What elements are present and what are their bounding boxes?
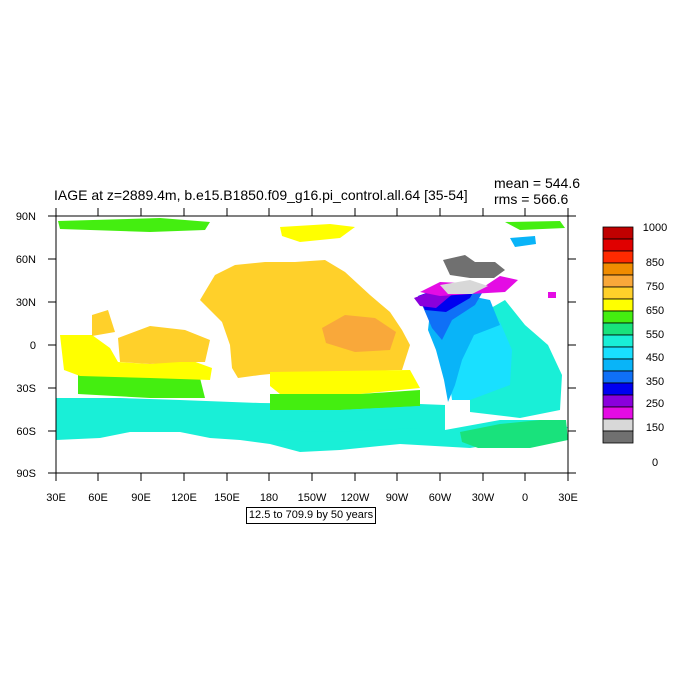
pacific-cyan-south <box>270 406 420 432</box>
colorbar-swatch <box>602 274 634 288</box>
arctic-blue-patch <box>510 236 536 247</box>
colorbar-label: 450 <box>646 352 664 364</box>
indian-ocean-orange-east <box>118 326 210 364</box>
arctic-strip-pacific <box>280 224 355 242</box>
indian-ocean-orange-west <box>92 310 115 336</box>
plot-title: IAGE at z=2889.4m, b.e15.B1850.f09_g16.p… <box>54 187 468 203</box>
lon-label: 30E <box>558 492 578 504</box>
arctic-strip-west <box>58 218 210 232</box>
colorbar-swatch <box>602 310 634 324</box>
colorbar-swatch <box>602 322 634 336</box>
pacific-deep-orange <box>322 315 396 352</box>
pacific-yellow-band <box>270 370 420 394</box>
colorbar-swatch <box>602 430 634 444</box>
colorbar-label: 1000 <box>643 222 667 234</box>
footer-contour-info: 12.5 to 709.9 by 50 years <box>246 507 376 524</box>
lon-label: 60W <box>429 492 452 504</box>
lat-label: 90N <box>16 211 36 223</box>
colorbar-label: 550 <box>646 329 664 341</box>
colorbar-swatch <box>602 262 634 276</box>
lon-label: 150E <box>214 492 240 504</box>
lat-label: 30S <box>16 383 36 395</box>
colorbar-label: 350 <box>646 376 664 388</box>
colorbar-swatch <box>602 286 634 300</box>
mean-stat: mean = 544.6 <box>494 175 581 191</box>
rms-stat: rms = 566.6 <box>494 191 569 207</box>
atlantic-light-gray <box>440 280 488 294</box>
lon-label: 30W <box>472 492 495 504</box>
colorbar-swatch <box>602 334 634 348</box>
pacific-green-band <box>270 390 420 410</box>
atlantic-green-south <box>460 420 568 448</box>
atlantic-dark-gray <box>443 255 505 278</box>
colorbar-label: 750 <box>646 281 664 293</box>
lon-label: 90E <box>131 492 151 504</box>
lon-label: 90W <box>386 492 409 504</box>
colorbar <box>602 226 634 444</box>
lat-label: 0 <box>30 340 36 352</box>
ocean-field <box>56 218 568 452</box>
pacific-orange-main <box>200 260 410 378</box>
lon-label: 180 <box>260 492 278 504</box>
colorbar-labels: 1000 850 750 650 550 450 350 250 150 0 <box>643 222 667 469</box>
lat-labels: 90N 60N 30N 0 30S 60S 90S <box>16 211 36 480</box>
colorbar-label: 150 <box>646 422 664 434</box>
colorbar-swatch <box>602 418 634 432</box>
lon-ticks <box>55 208 569 481</box>
lat-label: 30N <box>16 297 36 309</box>
lon-label: 60E <box>88 492 108 504</box>
indian-ocean-yellow-west <box>60 335 212 380</box>
colorbar-swatch <box>602 346 634 360</box>
colorbar-swatch <box>602 226 634 240</box>
colorbar-swatch <box>602 382 634 396</box>
mediterranean-patch <box>548 292 556 298</box>
colorbar-label: 0 <box>652 457 658 469</box>
colorbar-swatch <box>602 238 634 252</box>
lat-ticks <box>48 215 576 474</box>
colorbar-swatch <box>602 406 634 420</box>
lon-labels: 30E 60E 90E 120E 150E 180 150W 120W 90W … <box>46 492 578 504</box>
colorbar-label: 850 <box>646 257 664 269</box>
colorbar-swatch <box>602 298 634 312</box>
colorbar-swatch <box>602 370 634 384</box>
lon-label: 150W <box>298 492 327 504</box>
lon-label: 0 <box>522 492 528 504</box>
colorbar-swatch <box>602 394 634 408</box>
colorbar-label: 650 <box>646 305 664 317</box>
arctic-strip-east <box>505 221 565 230</box>
lat-label: 60N <box>16 254 36 266</box>
lon-label: 120W <box>341 492 370 504</box>
lon-label: 120E <box>171 492 197 504</box>
colorbar-swatch <box>602 250 634 264</box>
lon-label: 30E <box>46 492 66 504</box>
colorbar-label: 250 <box>646 398 664 410</box>
lat-label: 60S <box>16 426 36 438</box>
lat-label: 90S <box>16 468 36 480</box>
colorbar-swatch <box>602 358 634 372</box>
